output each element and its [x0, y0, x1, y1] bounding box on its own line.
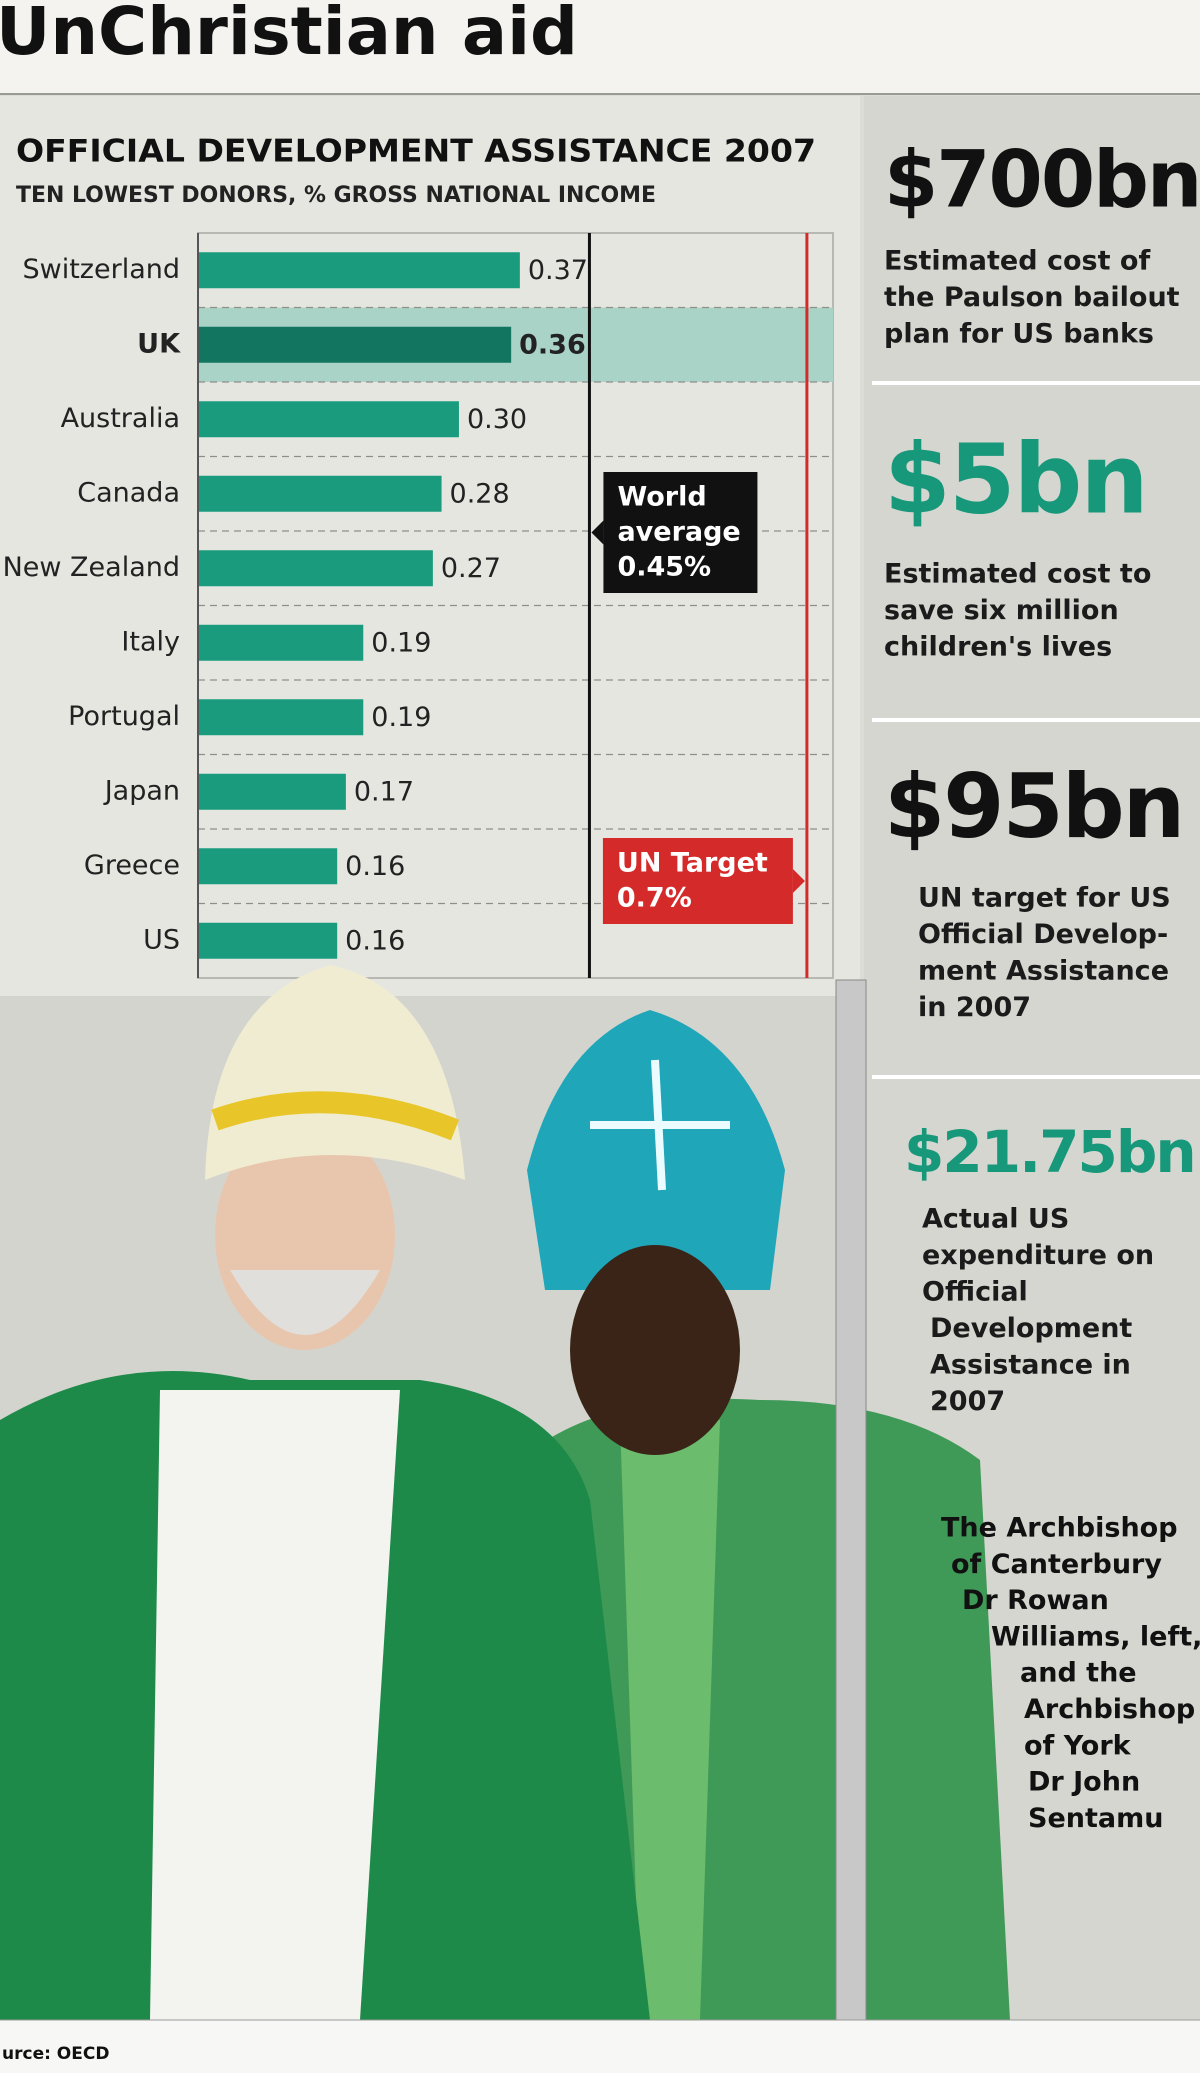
annotation-label: 0.45%: [617, 552, 711, 583]
bar: [198, 773, 346, 810]
stat-description: in 2007: [918, 992, 1031, 1023]
stat-amount: $21.75bn: [904, 1118, 1195, 1186]
caption: Sentamu: [1028, 1803, 1163, 1834]
value-label: 0.37: [528, 255, 588, 286]
headline: UnChristian aid: [0, 0, 578, 70]
caption: Williams, left,: [991, 1621, 1200, 1652]
caption: Dr Rowan: [962, 1585, 1109, 1616]
photo: [0, 965, 1010, 2021]
category-label: UK: [137, 328, 181, 359]
bar: [198, 550, 433, 587]
mitre: [205, 965, 465, 1180]
category-label: Australia: [61, 403, 180, 434]
face: [570, 1245, 740, 1455]
caption: of Canterbury: [951, 1549, 1162, 1580]
caption: The Archbishop: [941, 1513, 1178, 1544]
annotation-label: 0.7%: [617, 883, 692, 914]
value-label: 0.19: [371, 627, 431, 658]
value-label: 0.17: [354, 776, 414, 807]
caption: of York: [1024, 1730, 1132, 1761]
stat-description: expenditure on: [922, 1240, 1154, 1271]
value-label: 0.36: [519, 329, 586, 360]
annotation-box: [602, 838, 793, 924]
caption: Archbishop: [1024, 1694, 1195, 1725]
annotation-label: UN Target: [617, 848, 768, 879]
headline-band: [0, 0, 1200, 94]
bar: [198, 848, 338, 885]
stat-amount: $95bn: [884, 755, 1183, 858]
source: urce: OECD: [2, 2044, 109, 2064]
chart-title: OFFICIAL DEVELOPMENT ASSISTANCE 2007: [16, 134, 816, 170]
stat-description: 2007: [930, 1386, 1005, 1417]
annotation-pointer: [792, 869, 805, 893]
stat-description: children's lives: [884, 632, 1112, 663]
stat-description: Actual US: [922, 1204, 1069, 1235]
bar: [198, 326, 512, 363]
caption: and the: [1020, 1658, 1137, 1689]
category-label: Switzerland: [23, 254, 181, 285]
chart: Switzerland 0.37 UK 0.36 Australia 0.30 Canada…: [3, 232, 834, 979]
robe-detail: [620, 1420, 720, 2020]
value-label: 0.27: [441, 553, 501, 584]
stat-description: Estimated cost to: [884, 559, 1151, 590]
staff: [835, 979, 867, 2021]
stat-description: Assistance in: [930, 1350, 1131, 1381]
stat-description: Official: [922, 1277, 1028, 1308]
value-label: 0.16: [345, 851, 405, 882]
bar: [198, 624, 364, 661]
beard: [230, 1270, 380, 1335]
value-label: 0.28: [450, 478, 510, 509]
mitre-band: [211, 1091, 460, 1141]
value-label: 0.16: [345, 925, 405, 956]
category-label: Portugal: [68, 701, 180, 732]
category-label: Japan: [103, 775, 180, 806]
category-label: Canada: [77, 477, 180, 508]
bar: [198, 401, 459, 438]
category-label: Italy: [121, 626, 180, 657]
chart-subtitle: TEN LOWEST DONORS, % GROSS NATIONAL INCO…: [16, 183, 656, 208]
bar: [198, 475, 442, 512]
stat-description: Development: [930, 1313, 1132, 1344]
bar: [198, 922, 338, 959]
bar: [198, 699, 364, 736]
stat-amount: $700bn: [884, 135, 1200, 225]
category-label: US: [143, 924, 180, 955]
stat-description: the Paulson bailout: [884, 282, 1180, 313]
stat-amount: $5bn: [884, 423, 1147, 535]
category-label: New Zealand: [3, 552, 180, 583]
value-label: 0.30: [467, 404, 527, 435]
footer-band: [0, 2020, 1200, 2073]
annotation-label: average: [617, 517, 740, 548]
stat-description: plan for US banks: [884, 319, 1154, 350]
stat-description: save six million: [884, 595, 1119, 626]
stat-description: UN target for US: [918, 883, 1171, 914]
annotation-label: World: [617, 482, 706, 513]
alb: [150, 1390, 400, 2020]
annotation-pointer: [591, 520, 604, 545]
annotation-box: [603, 472, 758, 593]
mitre-star: [590, 1059, 730, 1191]
stat-description: Official Develop-: [918, 919, 1168, 950]
stat-description: ment Assistance: [918, 956, 1169, 987]
stat-description: Estimated cost of: [884, 246, 1150, 277]
value-label: 0.19: [371, 702, 431, 733]
bar: [198, 252, 520, 289]
category-label: Greece: [84, 850, 180, 881]
caption: Dr John: [1028, 1767, 1140, 1798]
